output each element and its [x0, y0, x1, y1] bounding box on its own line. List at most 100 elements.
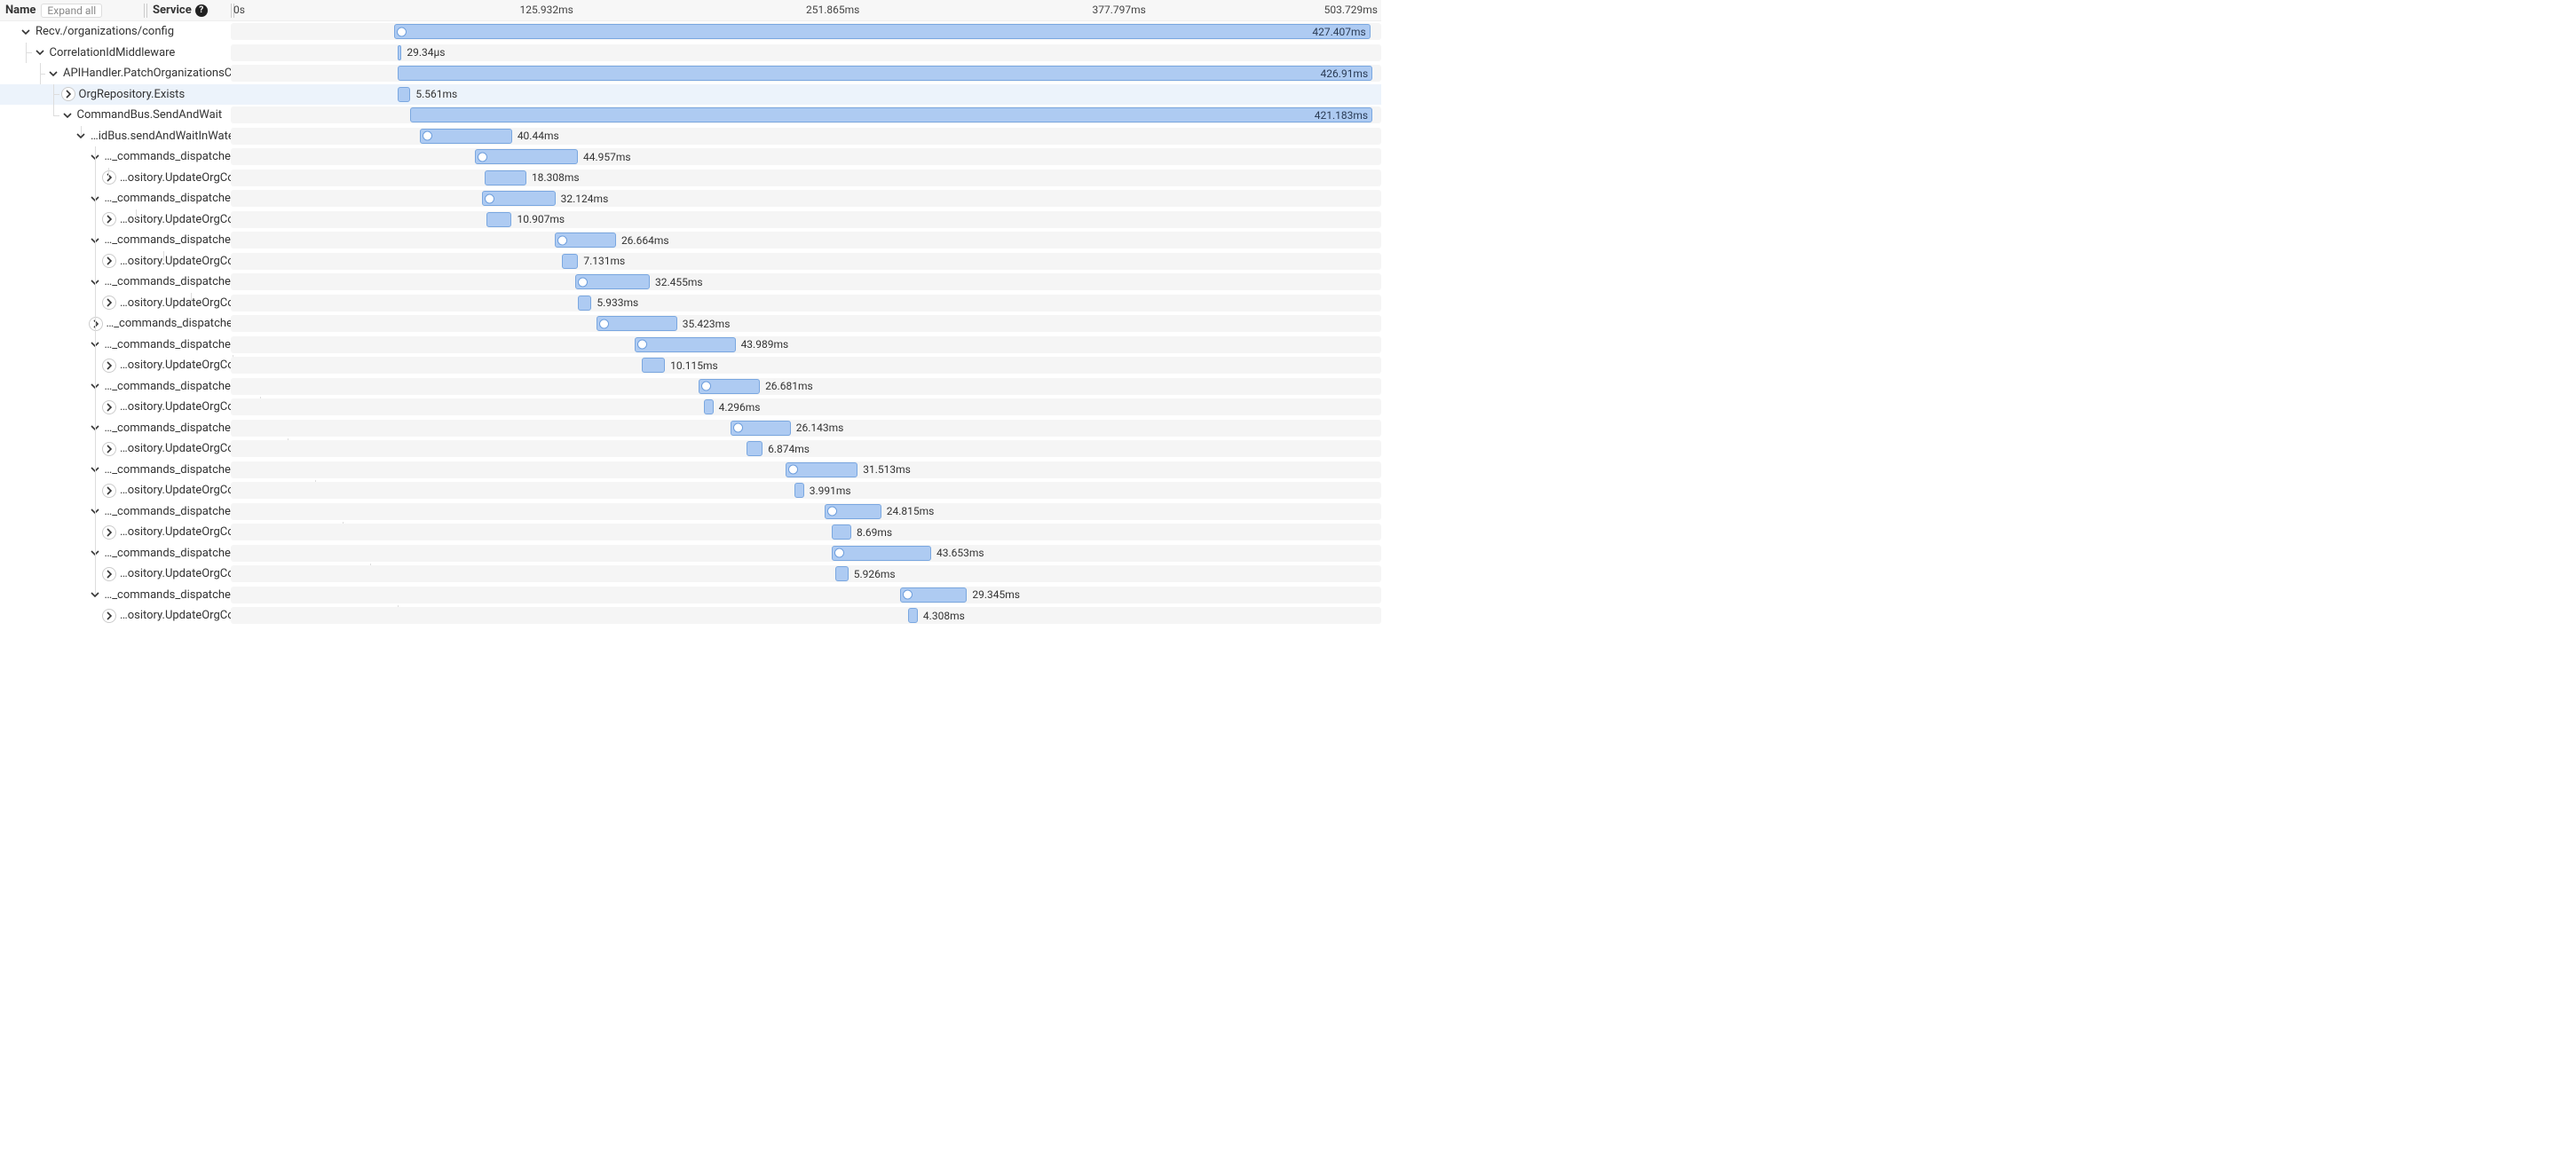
- span-bar[interactable]: [398, 45, 402, 60]
- tree-lines: [0, 564, 102, 585]
- span-bar[interactable]: [482, 191, 556, 206]
- span-row[interactable]: …ository.UpdateOrgConfig10.907ms: [0, 209, 1381, 231]
- span-bar[interactable]: [731, 421, 790, 436]
- tree-lines: [0, 522, 102, 543]
- span-row[interactable]: …_commands_dispatcher29.345ms: [0, 585, 1381, 606]
- toggle-expand-icon[interactable]: [61, 87, 75, 101]
- span-row[interactable]: …ository.UpdateOrgConfig6.874ms: [0, 438, 1381, 460]
- span-row[interactable]: …_commands_dispatcher26.681ms: [0, 376, 1381, 398]
- span-row[interactable]: …ository.UpdateOrgConfig4.308ms: [0, 605, 1381, 627]
- toggle-collapse-icon[interactable]: [47, 67, 59, 80]
- toggle-expand-icon[interactable]: [102, 442, 116, 456]
- span-bar[interactable]: [786, 462, 857, 477]
- span-row[interactable]: …ository.UpdateOrgConfig3.991ms: [0, 480, 1381, 501]
- span-row[interactable]: …_commands_dispatcher24.815ms: [0, 501, 1381, 523]
- span-name-cell: …_commands_dispatcher: [0, 543, 231, 564]
- span-bar[interactable]: [555, 233, 616, 248]
- toggle-expand-icon[interactable]: [102, 359, 116, 373]
- span-bar[interactable]: [475, 149, 578, 164]
- span-row[interactable]: CorrelationIdMiddleware29.34µs: [0, 43, 1381, 64]
- toggle-collapse-icon[interactable]: [61, 109, 74, 122]
- toggle-expand-icon[interactable]: [102, 254, 116, 268]
- toggle-expand-icon[interactable]: [102, 609, 116, 623]
- span-bar[interactable]: [597, 316, 677, 331]
- span-row[interactable]: …ository.UpdateOrgConfig18.308ms: [0, 168, 1381, 189]
- span-row[interactable]: …idBus.sendAndWaitInWatermill40.44ms: [0, 126, 1381, 147]
- span-row[interactable]: …ository.UpdateOrgConfig7.131ms: [0, 251, 1381, 272]
- span-bar[interactable]: [900, 587, 967, 603]
- span-row[interactable]: Recv./organizations/config427.407ms: [0, 21, 1381, 43]
- span-bar[interactable]: [635, 337, 735, 352]
- span-bar[interactable]: [908, 608, 918, 623]
- span-bar[interactable]: [562, 254, 578, 269]
- span-bar[interactable]: [486, 212, 511, 227]
- span-row[interactable]: OrgRepository.Exists5.561ms: [0, 84, 1381, 106]
- tree-lines: [0, 397, 102, 418]
- timeline-cell: 43.653ms: [231, 543, 1381, 564]
- span-row[interactable]: …_commands_dispatcher32.124ms: [0, 188, 1381, 209]
- span-marker-icon: [423, 131, 432, 141]
- span-row[interactable]: …ository.UpdateOrgConfig8.69ms: [0, 522, 1381, 543]
- toggle-expand-icon[interactable]: [102, 400, 116, 414]
- toggle-expand-icon[interactable]: [102, 212, 116, 226]
- toggle-expand-icon[interactable]: [102, 525, 116, 540]
- span-bar[interactable]: [485, 170, 526, 185]
- toggle-expand-icon[interactable]: [102, 296, 116, 310]
- timeline-tick-label: 251.865ms: [806, 4, 859, 16]
- span-row[interactable]: …_commands_dispatcher43.989ms: [0, 335, 1381, 356]
- toggle-expand-icon[interactable]: [89, 317, 103, 331]
- span-row[interactable]: CommandBus.SendAndWait421.183ms: [0, 105, 1381, 126]
- span-bar[interactable]: [578, 296, 591, 311]
- span-name-cell: …_commands_dispatcher: [0, 418, 231, 439]
- span-bar[interactable]: [747, 441, 763, 456]
- span-row[interactable]: …ository.UpdateOrgConfig5.926ms: [0, 564, 1381, 585]
- span-bar[interactable]: [575, 274, 650, 289]
- timeline-tick-label: 0s: [233, 4, 245, 16]
- bar-track: 40.44ms: [231, 128, 1381, 145]
- span-label: …_commands_dispatcher: [105, 505, 235, 518]
- help-icon[interactable]: ?: [195, 4, 208, 17]
- span-row[interactable]: APIHandler.PatchOrganizationsConfig426.9…: [0, 63, 1381, 84]
- toggle-collapse-icon[interactable]: [34, 46, 46, 59]
- span-row[interactable]: …_commands_dispatcher32.455ms: [0, 272, 1381, 293]
- toggle-expand-icon[interactable]: [102, 170, 116, 185]
- toggle-collapse-icon[interactable]: [20, 26, 32, 38]
- tree-lines: [0, 438, 102, 460]
- expand-all-button[interactable]: Expand all: [41, 4, 102, 18]
- span-name-cell: …_commands_dispatcher: [0, 146, 231, 168]
- span-bar[interactable]: [832, 524, 851, 540]
- span-row[interactable]: …_commands_dispatcher26.664ms: [0, 230, 1381, 251]
- span-bar[interactable]: 421.183ms: [410, 107, 1372, 122]
- span-bar[interactable]: [704, 399, 714, 414]
- tree-lines: [0, 146, 89, 168]
- span-bar[interactable]: [699, 379, 760, 394]
- span-row[interactable]: …ository.UpdateOrgConfig4.296ms: [0, 397, 1381, 418]
- span-row[interactable]: …ository.UpdateOrgConfig10.115ms: [0, 355, 1381, 376]
- column-resize-handle[interactable]: [144, 4, 147, 18]
- span-row[interactable]: …_commands_dispatcher44.957ms: [0, 146, 1381, 168]
- span-bar[interactable]: [832, 546, 931, 561]
- span-bar[interactable]: [825, 504, 881, 519]
- span-bar[interactable]: [794, 483, 803, 498]
- toggle-expand-icon[interactable]: [102, 567, 116, 581]
- span-row[interactable]: …_commands_dispatcher43.653ms: [0, 543, 1381, 564]
- timeline-cell: 7.131ms: [231, 251, 1381, 272]
- span-name-cell: …ository.UpdateOrgConfig: [0, 397, 231, 418]
- timeline-cell: 32.455ms: [231, 272, 1381, 293]
- span-marker-icon: [485, 193, 494, 203]
- span-row[interactable]: …_commands_dispatcher26.143ms: [0, 418, 1381, 439]
- span-row[interactable]: …_commands_dispatcher31.513ms: [0, 460, 1381, 481]
- bar-track: 43.989ms: [231, 336, 1381, 353]
- span-bar[interactable]: [398, 87, 410, 102]
- span-row[interactable]: …_commands_dispatcher35.423ms: [0, 313, 1381, 335]
- span-marker-icon: [637, 340, 647, 350]
- span-bar[interactable]: 427.407ms: [394, 24, 1371, 39]
- span-bar[interactable]: 426.91ms: [398, 66, 1372, 81]
- toggle-expand-icon[interactable]: [102, 484, 116, 498]
- span-label: …_commands_dispatcher: [107, 317, 237, 330]
- span-row[interactable]: …ository.UpdateOrgConfig5.933ms: [0, 293, 1381, 314]
- duration-label: 7.131ms: [583, 255, 625, 267]
- span-bar[interactable]: [835, 566, 849, 581]
- span-bar[interactable]: [642, 358, 665, 373]
- span-bar[interactable]: [420, 129, 512, 144]
